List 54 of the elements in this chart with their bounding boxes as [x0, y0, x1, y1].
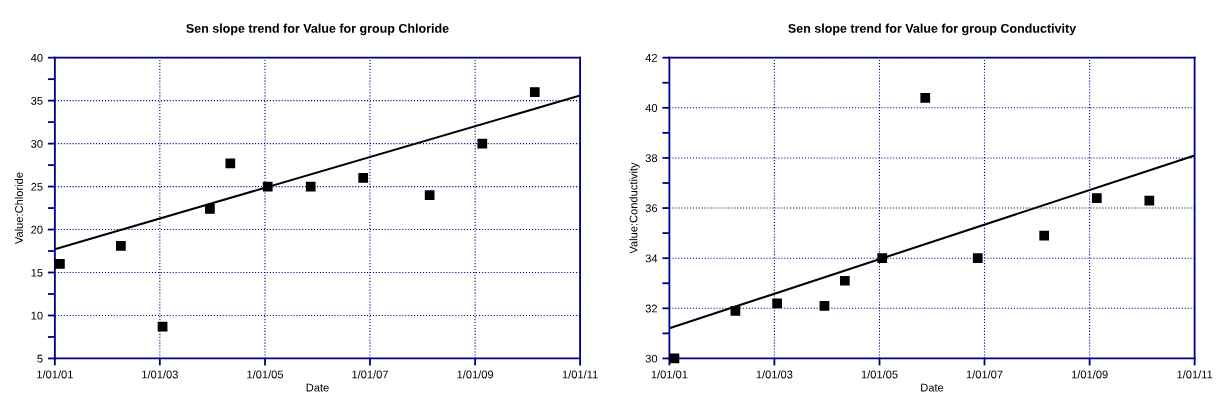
- point: [1091, 193, 1102, 203]
- chart-title: Sen slope trend for Value for group Conductivity: [788, 23, 1077, 36]
- y-tick-label: 30: [31, 139, 43, 148]
- y-tick-label: 36: [645, 204, 658, 213]
- x-tick-label: 1/01/05: [247, 370, 284, 379]
- point: [529, 87, 540, 97]
- point: [116, 241, 126, 251]
- x-tick-label: 1/01/11: [562, 370, 598, 379]
- point: [1039, 230, 1050, 241]
- point: [730, 305, 741, 316]
- x-tick-label: 1/01/03: [756, 370, 793, 379]
- x-tick-label: 1/01/09: [1071, 370, 1108, 379]
- x-tick-label: 1/01/01: [37, 370, 73, 379]
- point: [839, 275, 850, 286]
- y-tick-label: 42: [645, 53, 658, 62]
- point: [157, 321, 168, 332]
- point: [262, 181, 273, 192]
- x-tick-label: 1/01/07: [966, 370, 1003, 379]
- y-tick-label: 10: [31, 311, 43, 320]
- point: [920, 92, 931, 103]
- y-tick-label: 32: [645, 304, 658, 313]
- y-tick-label: 40: [30, 53, 43, 62]
- point: [772, 298, 782, 309]
- point: [1144, 195, 1155, 206]
- y-axis-title: Value:Conductivity: [629, 162, 640, 254]
- chart-title: Sen slope trend for Value for group Chloride: [186, 23, 449, 36]
- point: [55, 259, 65, 269]
- y-axis-title: Value:Chloride: [14, 172, 23, 245]
- y-tick-label: 34: [645, 254, 658, 263]
- x-tick-label: 1/01/03: [142, 370, 178, 379]
- x-tick-label: 1/01/07: [352, 370, 388, 379]
- x-axis-title: Date: [306, 383, 329, 392]
- point: [877, 253, 888, 264]
- point: [358, 173, 369, 183]
- y-tick-label: 15: [31, 268, 43, 277]
- y-tick-label: 38: [645, 154, 658, 163]
- point: [477, 138, 488, 149]
- point: [972, 253, 983, 264]
- point: [424, 190, 435, 201]
- x-tick-label: 1/01/01: [651, 370, 688, 379]
- x-tick-label: 1/01/09: [457, 370, 494, 379]
- point: [225, 158, 236, 169]
- y-tick-label: 25: [31, 182, 43, 191]
- x-tick-label: 1/01/11: [1177, 370, 1213, 379]
- y-tick-label: 20: [31, 225, 43, 234]
- y-tick-label: 40: [645, 104, 658, 112]
- y-tick-label: 5: [37, 354, 43, 363]
- point: [819, 300, 830, 311]
- x-axis-title: Date: [921, 383, 944, 392]
- point: [205, 204, 215, 214]
- y-tick-label: 30: [645, 354, 658, 363]
- x-tick-label: 1/01/05: [861, 370, 898, 379]
- point: [305, 181, 316, 192]
- y-tick-label: 35: [31, 96, 43, 105]
